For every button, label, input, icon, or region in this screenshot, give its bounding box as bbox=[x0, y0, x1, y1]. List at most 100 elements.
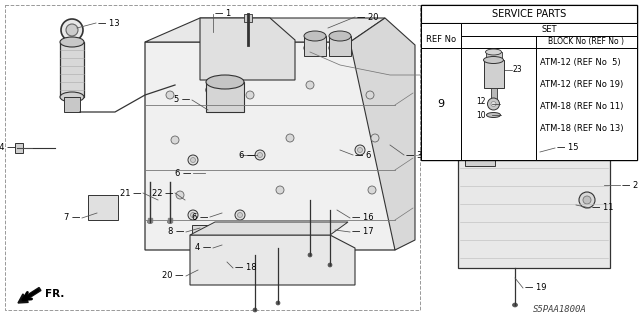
Polygon shape bbox=[145, 18, 385, 42]
Bar bbox=[5, 5, 420, 310]
Ellipse shape bbox=[483, 56, 504, 63]
Bar bbox=[421, 48, 461, 160]
Bar bbox=[421, 5, 637, 23]
Text: 12: 12 bbox=[476, 97, 486, 106]
Circle shape bbox=[235, 210, 245, 220]
Text: ATM-18 (REF No 13): ATM-18 (REF No 13) bbox=[540, 123, 623, 132]
Text: BLOCK No (REF No ): BLOCK No (REF No ) bbox=[548, 37, 625, 46]
Text: ATM-12 (REF No 19): ATM-12 (REF No 19) bbox=[540, 79, 623, 88]
Text: — 2: — 2 bbox=[622, 181, 638, 189]
Text: 5 —: 5 — bbox=[173, 95, 190, 105]
Circle shape bbox=[246, 91, 254, 99]
Bar bbox=[461, 23, 637, 35]
Circle shape bbox=[358, 147, 362, 152]
Bar bbox=[465, 148, 495, 166]
Circle shape bbox=[66, 24, 78, 36]
Circle shape bbox=[257, 152, 262, 158]
Text: 23: 23 bbox=[513, 65, 522, 75]
Polygon shape bbox=[88, 195, 118, 220]
Bar bbox=[60, 42, 84, 97]
Bar bbox=[483, 60, 504, 88]
Polygon shape bbox=[458, 145, 625, 158]
Ellipse shape bbox=[147, 220, 152, 224]
Text: ATM-12 (REF No  5): ATM-12 (REF No 5) bbox=[540, 57, 621, 66]
Text: 6 —: 6 — bbox=[175, 168, 191, 177]
Circle shape bbox=[491, 101, 496, 107]
Circle shape bbox=[583, 196, 591, 204]
Bar bbox=[168, 218, 172, 222]
Text: — 17: — 17 bbox=[352, 227, 374, 236]
Ellipse shape bbox=[206, 75, 244, 89]
Ellipse shape bbox=[329, 31, 351, 41]
Bar bbox=[461, 48, 536, 160]
Bar bbox=[536, 48, 637, 160]
Bar bbox=[192, 225, 210, 237]
Bar bbox=[536, 35, 637, 48]
Ellipse shape bbox=[60, 92, 84, 102]
Ellipse shape bbox=[304, 31, 326, 41]
Text: 21 —: 21 — bbox=[120, 189, 141, 197]
Polygon shape bbox=[190, 222, 348, 235]
Circle shape bbox=[371, 134, 379, 142]
Text: 14 —: 14 — bbox=[0, 144, 15, 152]
Bar bbox=[490, 88, 497, 100]
Text: 6 —: 6 — bbox=[239, 151, 255, 160]
Text: — 16: — 16 bbox=[352, 213, 374, 222]
Text: — 13: — 13 bbox=[98, 19, 120, 27]
Bar bbox=[421, 5, 637, 160]
Ellipse shape bbox=[513, 303, 518, 307]
Text: SERVICE PARTS: SERVICE PARTS bbox=[492, 9, 566, 19]
Circle shape bbox=[579, 192, 595, 208]
Bar bbox=[244, 14, 252, 22]
Polygon shape bbox=[145, 42, 395, 250]
Text: — 11: — 11 bbox=[592, 204, 614, 212]
Ellipse shape bbox=[276, 301, 280, 305]
Ellipse shape bbox=[206, 81, 244, 99]
FancyArrow shape bbox=[18, 287, 41, 303]
Ellipse shape bbox=[60, 37, 84, 47]
Ellipse shape bbox=[486, 49, 502, 55]
Circle shape bbox=[255, 150, 265, 160]
Circle shape bbox=[306, 81, 314, 89]
Circle shape bbox=[61, 19, 83, 41]
Bar bbox=[304, 36, 326, 56]
Circle shape bbox=[355, 145, 365, 155]
Circle shape bbox=[286, 134, 294, 142]
Circle shape bbox=[191, 158, 195, 162]
Bar bbox=[486, 52, 502, 60]
Bar bbox=[15, 143, 23, 153]
Polygon shape bbox=[350, 18, 415, 250]
Ellipse shape bbox=[253, 308, 257, 312]
Text: 20 —: 20 — bbox=[163, 271, 184, 280]
Polygon shape bbox=[458, 158, 610, 268]
Text: ATM-18 (REF No 11): ATM-18 (REF No 11) bbox=[540, 101, 623, 110]
Text: — 15: — 15 bbox=[557, 144, 579, 152]
Bar bbox=[421, 23, 461, 48]
Circle shape bbox=[276, 186, 284, 194]
Bar bbox=[461, 35, 536, 48]
Bar bbox=[64, 97, 80, 112]
Ellipse shape bbox=[329, 42, 351, 54]
Text: 8 —: 8 — bbox=[168, 227, 184, 236]
Text: 7 —: 7 — bbox=[63, 213, 80, 222]
Circle shape bbox=[166, 91, 174, 99]
Circle shape bbox=[188, 155, 198, 165]
Text: — 3: — 3 bbox=[406, 151, 422, 160]
Ellipse shape bbox=[486, 113, 500, 117]
Bar bbox=[329, 36, 351, 56]
Ellipse shape bbox=[308, 253, 312, 257]
Text: 4 —: 4 — bbox=[195, 243, 211, 253]
Circle shape bbox=[191, 212, 195, 218]
Text: SET: SET bbox=[541, 25, 557, 34]
Ellipse shape bbox=[471, 144, 489, 152]
Circle shape bbox=[366, 91, 374, 99]
Text: FR.: FR. bbox=[45, 289, 65, 299]
Text: S5PAA1800A: S5PAA1800A bbox=[533, 306, 587, 315]
Text: REF No: REF No bbox=[426, 35, 456, 44]
Circle shape bbox=[176, 191, 184, 199]
Circle shape bbox=[171, 136, 179, 144]
Polygon shape bbox=[190, 235, 355, 285]
Ellipse shape bbox=[328, 263, 332, 267]
Text: 22 —: 22 — bbox=[152, 189, 173, 197]
Text: — 20: — 20 bbox=[357, 12, 378, 21]
